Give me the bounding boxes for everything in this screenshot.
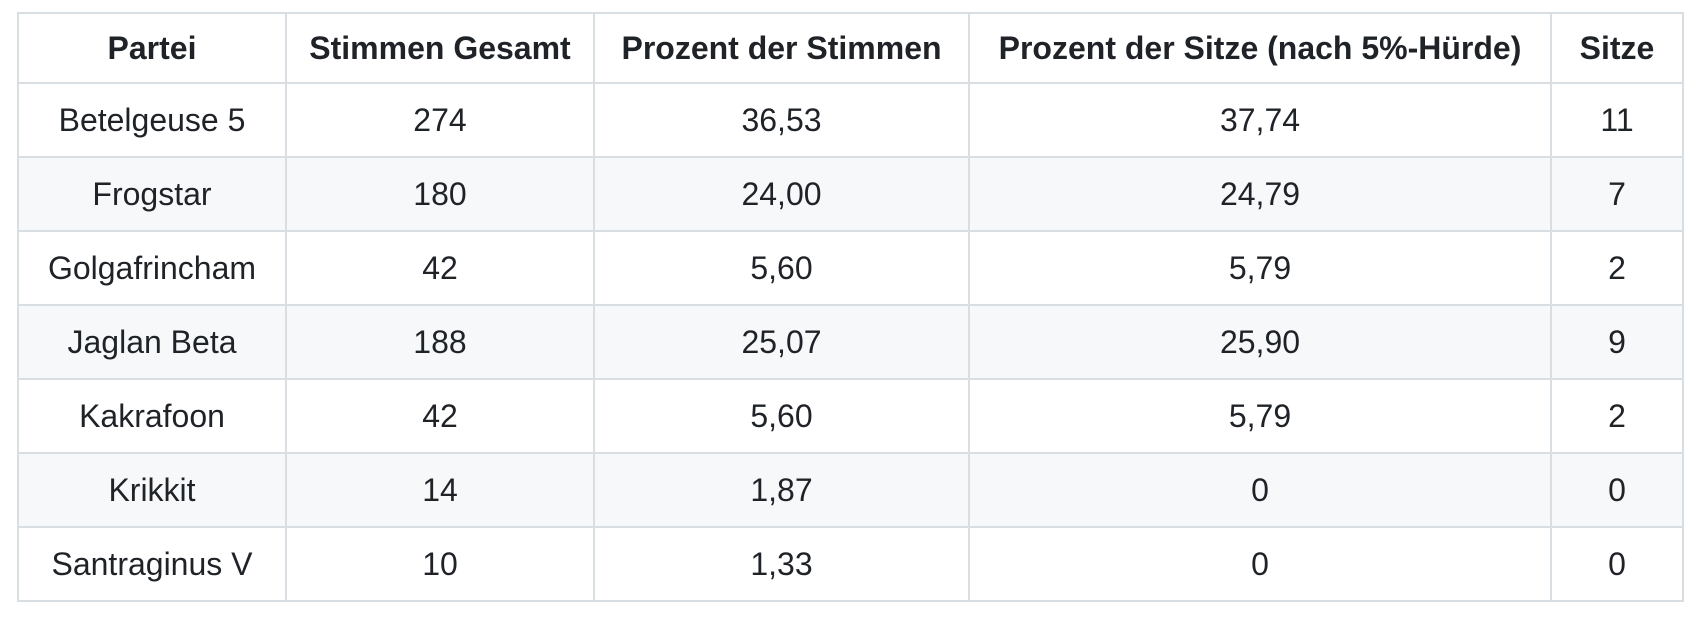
table-row-frogstar: Frogstar 180 24,00 24,79 7 xyxy=(17,156,1684,232)
cell-prozent-der-sitze: 0 xyxy=(968,526,1552,602)
cell-partei: Frogstar xyxy=(17,156,287,232)
cell-prozent-der-sitze: 24,79 xyxy=(968,156,1552,232)
header-prozent-der-stimmen: Prozent der Stimmen xyxy=(593,12,970,84)
cell-prozent-der-sitze: 25,90 xyxy=(968,304,1552,380)
cell-prozent-der-stimmen: 5,60 xyxy=(593,378,970,454)
cell-partei: Kakrafoon xyxy=(17,378,287,454)
cell-sitze: 2 xyxy=(1550,230,1684,306)
table-row-krikkit: Krikkit 14 1,87 0 0 xyxy=(17,452,1684,528)
cell-prozent-der-stimmen: 24,00 xyxy=(593,156,970,232)
table-row-santraginus-v: Santraginus V 10 1,33 0 0 xyxy=(17,526,1684,602)
cell-sitze: 2 xyxy=(1550,378,1684,454)
cell-prozent-der-sitze: 37,74 xyxy=(968,82,1552,158)
cell-partei: Betelgeuse 5 xyxy=(17,82,287,158)
cell-stimmen-gesamt: 42 xyxy=(285,230,595,306)
cell-sitze: 11 xyxy=(1550,82,1684,158)
table-header-row: Partei Stimmen Gesamt Prozent der Stimme… xyxy=(17,12,1684,84)
cell-partei: Golgafrincham xyxy=(17,230,287,306)
cell-sitze: 7 xyxy=(1550,156,1684,232)
cell-prozent-der-stimmen: 1,87 xyxy=(593,452,970,528)
table-body: Betelgeuse 5 274 36,53 37,74 11 Frogstar… xyxy=(17,82,1684,602)
cell-stimmen-gesamt: 274 xyxy=(285,82,595,158)
cell-stimmen-gesamt: 180 xyxy=(285,156,595,232)
cell-prozent-der-sitze: 0 xyxy=(968,452,1552,528)
header-partei: Partei xyxy=(17,12,287,84)
cell-stimmen-gesamt: 188 xyxy=(285,304,595,380)
table-row-jaglan-beta: Jaglan Beta 188 25,07 25,90 9 xyxy=(17,304,1684,380)
table-row-betelgeuse-5: Betelgeuse 5 274 36,53 37,74 11 xyxy=(17,82,1684,158)
table-row-kakrafoon: Kakrafoon 42 5,60 5,79 2 xyxy=(17,378,1684,454)
cell-prozent-der-sitze: 5,79 xyxy=(968,378,1552,454)
cell-sitze: 9 xyxy=(1550,304,1684,380)
page-content: Partei Stimmen Gesamt Prozent der Stimme… xyxy=(17,12,1684,602)
cell-stimmen-gesamt: 10 xyxy=(285,526,595,602)
cell-sitze: 0 xyxy=(1550,526,1684,602)
cell-stimmen-gesamt: 14 xyxy=(285,452,595,528)
cell-prozent-der-stimmen: 36,53 xyxy=(593,82,970,158)
header-stimmen-gesamt: Stimmen Gesamt xyxy=(285,12,595,84)
cell-partei: Jaglan Beta xyxy=(17,304,287,380)
header-prozent-der-sitze: Prozent der Sitze (nach 5%-Hürde) xyxy=(968,12,1552,84)
cell-prozent-der-stimmen: 25,07 xyxy=(593,304,970,380)
cell-partei: Krikkit xyxy=(17,452,287,528)
cell-sitze: 0 xyxy=(1550,452,1684,528)
election-results-table: Partei Stimmen Gesamt Prozent der Stimme… xyxy=(17,12,1684,602)
cell-prozent-der-stimmen: 1,33 xyxy=(593,526,970,602)
cell-stimmen-gesamt: 42 xyxy=(285,378,595,454)
cell-prozent-der-stimmen: 5,60 xyxy=(593,230,970,306)
cell-partei: Santraginus V xyxy=(17,526,287,602)
cell-prozent-der-sitze: 5,79 xyxy=(968,230,1552,306)
header-sitze: Sitze xyxy=(1550,12,1684,84)
table-row-golgafrincham: Golgafrincham 42 5,60 5,79 2 xyxy=(17,230,1684,306)
